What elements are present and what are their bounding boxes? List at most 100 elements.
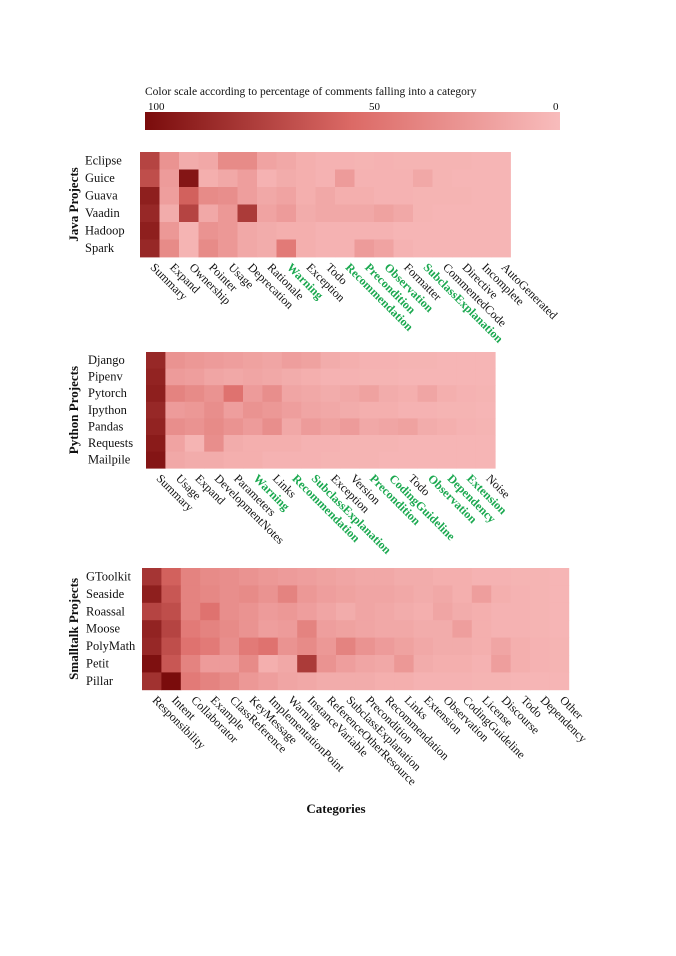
heatmap-cell bbox=[413, 568, 434, 586]
heatmap-cell bbox=[239, 602, 259, 621]
heatmap-cell bbox=[316, 620, 337, 638]
heatmap-cell bbox=[142, 568, 162, 586]
heatmap-cell bbox=[142, 620, 162, 638]
heatmap-cell bbox=[354, 222, 375, 240]
heatmap-cell bbox=[200, 655, 220, 673]
heatmap-cell bbox=[359, 435, 380, 452]
heatmap-cell bbox=[530, 602, 550, 621]
row-label-spark: Spark bbox=[85, 241, 115, 255]
heatmap-cell bbox=[452, 602, 473, 621]
heatmap-cell bbox=[393, 222, 414, 240]
heatmap-cell bbox=[258, 568, 279, 586]
heatmap-cell bbox=[335, 222, 355, 240]
heatmap-cell bbox=[180, 620, 201, 638]
heatmap-cell bbox=[218, 187, 238, 205]
heatmap-cell bbox=[243, 368, 263, 386]
heatmap-cell bbox=[549, 568, 570, 586]
heatmap-cell bbox=[340, 451, 360, 469]
heatmap-cell bbox=[413, 169, 433, 188]
heatmap-cell bbox=[180, 637, 201, 656]
heatmap-cell bbox=[262, 418, 283, 436]
heatmap-cell bbox=[549, 672, 570, 691]
heatmap-cell bbox=[452, 239, 472, 258]
heatmap-cell bbox=[398, 352, 418, 369]
heatmap-cell bbox=[237, 152, 258, 170]
heatmap-cell bbox=[146, 401, 166, 419]
heatmap-cell bbox=[142, 672, 162, 691]
heatmap-cell bbox=[223, 418, 244, 436]
heatmap-cell bbox=[320, 401, 341, 419]
heatmap-cell bbox=[281, 451, 302, 469]
row-label-pipenv: Pipenv bbox=[88, 370, 123, 384]
heatmap-cell bbox=[184, 401, 205, 419]
heatmap-cell bbox=[359, 451, 380, 469]
heatmap-cell bbox=[180, 602, 201, 621]
heatmap-cell bbox=[204, 352, 224, 369]
heatmap-cell bbox=[140, 152, 160, 170]
heatmap-cell bbox=[452, 655, 473, 673]
heatmap-cell bbox=[159, 152, 180, 170]
heatmap-cell bbox=[315, 204, 336, 223]
heatmap-cell bbox=[315, 239, 336, 258]
heatmap-cell bbox=[316, 655, 337, 673]
heatmap-cell bbox=[456, 451, 477, 469]
heatmap-cell bbox=[417, 352, 438, 369]
heatmap-cell bbox=[471, 239, 492, 258]
heatmap-cell bbox=[374, 672, 395, 691]
heatmap-cell bbox=[200, 602, 220, 621]
row-label-guice: Guice bbox=[85, 171, 115, 185]
heatmap-cell bbox=[374, 169, 394, 188]
heatmap-cell bbox=[432, 152, 453, 170]
heatmap-cell bbox=[549, 637, 570, 656]
heatmap-cell bbox=[452, 672, 473, 691]
heatmap-cell bbox=[258, 585, 279, 604]
heatmap-cell bbox=[223, 385, 244, 403]
heatmap-cell bbox=[475, 418, 496, 436]
heatmap-cell bbox=[340, 385, 360, 403]
heatmap-cell bbox=[258, 672, 279, 691]
heatmap-cell bbox=[374, 222, 394, 240]
heatmap-cell bbox=[296, 187, 316, 205]
heatmap-cell bbox=[398, 435, 418, 452]
row-label-gtoolkit: GToolkit bbox=[86, 570, 131, 584]
heatmap-cell bbox=[530, 568, 550, 586]
heatmap-cell bbox=[257, 187, 277, 205]
heatmap-cell bbox=[281, 435, 302, 452]
heatmap-cell bbox=[297, 672, 317, 691]
heatmap-cell bbox=[200, 637, 220, 656]
heatmap-cell bbox=[296, 169, 316, 188]
heatmap-cell bbox=[413, 585, 434, 604]
heatmap-cell bbox=[140, 187, 160, 205]
heatmap-cell bbox=[491, 620, 511, 638]
heatmap-cell bbox=[315, 222, 336, 240]
heatmap-cell bbox=[258, 637, 279, 656]
heatmap-cell bbox=[510, 602, 531, 621]
heatmap-cell bbox=[146, 451, 166, 469]
heatmap-cell bbox=[276, 187, 297, 205]
heatmap-cell bbox=[316, 602, 337, 621]
heatmap-cell bbox=[218, 204, 238, 223]
heatmap-cell bbox=[277, 637, 298, 656]
row-label-roassal: Roassal bbox=[86, 604, 125, 618]
group-label-java-projects: Java Projects bbox=[66, 167, 81, 241]
heatmap-cell bbox=[219, 637, 240, 656]
heatmap-cell bbox=[180, 672, 201, 691]
heatmap-smalltalk-projects: GToolkit Seaside Roassal Moose PolyMath Petit… bbox=[66, 568, 590, 788]
heatmap-cell bbox=[219, 585, 240, 604]
heatmap-cell bbox=[355, 602, 376, 621]
heatmap-cell bbox=[413, 239, 433, 258]
heatmap-cell bbox=[258, 620, 279, 638]
heatmap-cell bbox=[471, 568, 492, 586]
heatmap-cell bbox=[394, 637, 414, 656]
heatmap-cell bbox=[471, 585, 492, 604]
heatmap-cell bbox=[374, 152, 394, 170]
heatmap-cell bbox=[239, 585, 259, 604]
heatmap-cell bbox=[491, 169, 511, 188]
heatmap-cell bbox=[243, 418, 263, 436]
heatmap-cell bbox=[340, 401, 360, 419]
heatmap-cell bbox=[237, 187, 258, 205]
heatmap-cell bbox=[296, 152, 316, 170]
heatmap-cell bbox=[146, 368, 166, 386]
group-label-python-projects: Python Projects bbox=[66, 366, 81, 454]
